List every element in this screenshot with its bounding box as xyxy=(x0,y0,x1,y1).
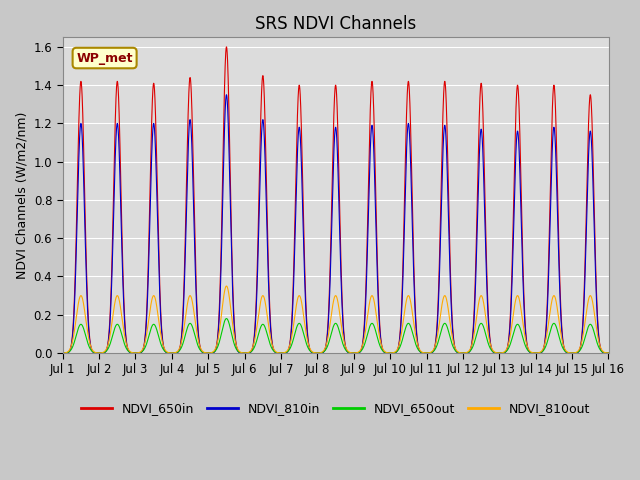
Y-axis label: NDVI Channels (W/m2/nm): NDVI Channels (W/m2/nm) xyxy=(15,111,28,279)
Title: SRS NDVI Channels: SRS NDVI Channels xyxy=(255,15,416,33)
Legend: NDVI_650in, NDVI_810in, NDVI_650out, NDVI_810out: NDVI_650in, NDVI_810in, NDVI_650out, NDV… xyxy=(76,397,596,420)
Text: WP_met: WP_met xyxy=(76,51,133,64)
